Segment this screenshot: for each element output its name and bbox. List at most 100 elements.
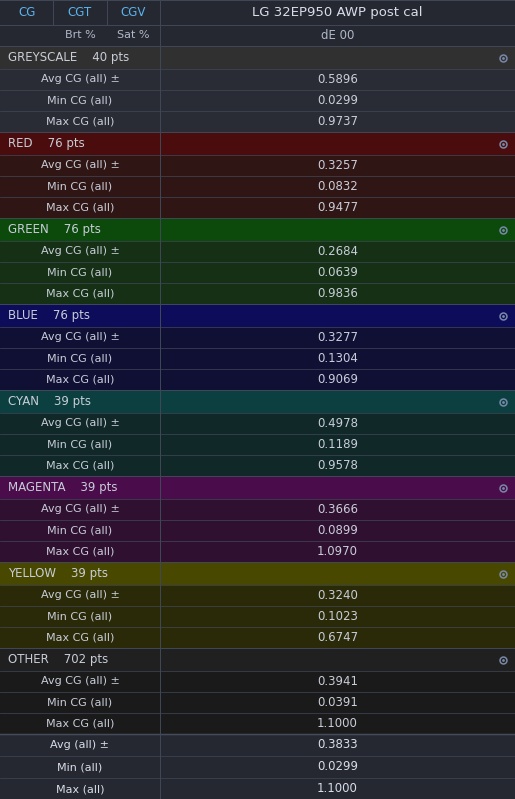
Bar bbox=[0, 778, 515, 799]
Text: CG: CG bbox=[18, 6, 36, 19]
Text: Brt %: Brt % bbox=[64, 30, 95, 41]
Text: 1.1000: 1.1000 bbox=[317, 717, 358, 730]
Bar bbox=[0, 671, 515, 692]
Text: 0.1189: 0.1189 bbox=[317, 438, 358, 451]
Text: 0.3833: 0.3833 bbox=[317, 738, 358, 752]
Bar bbox=[0, 283, 515, 304]
Bar bbox=[0, 562, 515, 585]
Text: 0.6747: 0.6747 bbox=[317, 631, 358, 644]
Text: 0.3257: 0.3257 bbox=[317, 159, 358, 172]
Bar bbox=[0, 111, 515, 132]
Bar bbox=[0, 692, 515, 713]
Text: Max CG (all): Max CG (all) bbox=[46, 375, 114, 384]
Bar bbox=[0, 413, 515, 434]
Bar bbox=[0, 606, 515, 627]
Bar bbox=[0, 176, 515, 197]
Bar bbox=[0, 46, 515, 69]
Text: 0.0899: 0.0899 bbox=[317, 524, 358, 537]
Text: Avg CG (all) ±: Avg CG (all) ± bbox=[41, 247, 119, 256]
Text: 0.0832: 0.0832 bbox=[317, 180, 358, 193]
Text: CYAN    39 pts: CYAN 39 pts bbox=[8, 395, 91, 408]
Bar bbox=[0, 69, 515, 90]
Text: 0.2684: 0.2684 bbox=[317, 245, 358, 258]
Text: MAGENTA    39 pts: MAGENTA 39 pts bbox=[8, 481, 117, 494]
Text: LG 32EP950 AWP post cal: LG 32EP950 AWP post cal bbox=[252, 6, 423, 19]
Text: Avg CG (all) ±: Avg CG (all) ± bbox=[41, 74, 119, 85]
Bar bbox=[0, 499, 515, 520]
Text: Max CG (all): Max CG (all) bbox=[46, 288, 114, 299]
Text: 0.3666: 0.3666 bbox=[317, 503, 358, 516]
Bar bbox=[0, 218, 515, 241]
Text: Max CG (all): Max CG (all) bbox=[46, 718, 114, 729]
Text: Max CG (all): Max CG (all) bbox=[46, 202, 114, 213]
Text: Avg CG (all) ±: Avg CG (all) ± bbox=[41, 504, 119, 515]
Bar bbox=[0, 132, 515, 155]
Text: Max CG (all): Max CG (all) bbox=[46, 117, 114, 126]
Text: 0.3941: 0.3941 bbox=[317, 675, 358, 688]
Bar bbox=[0, 0, 515, 25]
Bar bbox=[0, 627, 515, 648]
Text: Avg CG (all) ±: Avg CG (all) ± bbox=[41, 590, 119, 601]
Bar bbox=[0, 90, 515, 111]
Text: RED    76 pts: RED 76 pts bbox=[8, 137, 85, 150]
Text: 0.4978: 0.4978 bbox=[317, 417, 358, 430]
Bar bbox=[0, 390, 515, 413]
Text: Min CG (all): Min CG (all) bbox=[47, 526, 113, 535]
Text: CGV: CGV bbox=[121, 6, 146, 19]
Bar bbox=[0, 262, 515, 283]
Bar bbox=[0, 25, 515, 46]
Text: 0.0299: 0.0299 bbox=[317, 94, 358, 107]
Text: 0.1304: 0.1304 bbox=[317, 352, 358, 365]
Text: 0.9069: 0.9069 bbox=[317, 373, 358, 386]
Text: 0.3240: 0.3240 bbox=[317, 589, 358, 602]
Text: 0.1023: 0.1023 bbox=[317, 610, 358, 623]
Text: Min CG (all): Min CG (all) bbox=[47, 268, 113, 277]
Text: 0.9836: 0.9836 bbox=[317, 287, 358, 300]
Text: 1.0970: 1.0970 bbox=[317, 545, 358, 558]
Bar bbox=[0, 756, 515, 778]
Bar bbox=[0, 369, 515, 390]
Text: 0.0391: 0.0391 bbox=[317, 696, 358, 709]
Bar bbox=[0, 541, 515, 562]
Text: OTHER    702 pts: OTHER 702 pts bbox=[8, 653, 108, 666]
Text: 1.1000: 1.1000 bbox=[317, 782, 358, 796]
Text: Max CG (all): Max CG (all) bbox=[46, 633, 114, 642]
Text: 0.0639: 0.0639 bbox=[317, 266, 358, 279]
Bar bbox=[0, 197, 515, 218]
Text: Sat %: Sat % bbox=[117, 30, 149, 41]
Bar bbox=[0, 734, 515, 756]
Bar bbox=[0, 476, 515, 499]
Text: 0.3277: 0.3277 bbox=[317, 331, 358, 344]
Text: 0.9578: 0.9578 bbox=[317, 459, 358, 472]
Text: BLUE    76 pts: BLUE 76 pts bbox=[8, 309, 90, 322]
Bar bbox=[0, 455, 515, 476]
Text: GREYSCALE    40 pts: GREYSCALE 40 pts bbox=[8, 51, 129, 64]
Text: Avg CG (all) ±: Avg CG (all) ± bbox=[41, 161, 119, 170]
Text: Avg (all) ±: Avg (all) ± bbox=[50, 740, 110, 750]
Text: Min CG (all): Min CG (all) bbox=[47, 698, 113, 707]
Bar bbox=[0, 241, 515, 262]
Text: dE 00: dE 00 bbox=[321, 29, 354, 42]
Bar bbox=[0, 585, 515, 606]
Bar bbox=[0, 520, 515, 541]
Text: Avg CG (all) ±: Avg CG (all) ± bbox=[41, 677, 119, 686]
Text: Max (all): Max (all) bbox=[56, 784, 104, 794]
Text: 0.5896: 0.5896 bbox=[317, 73, 358, 86]
Text: Min CG (all): Min CG (all) bbox=[47, 611, 113, 622]
Text: Max CG (all): Max CG (all) bbox=[46, 547, 114, 556]
Text: Min CG (all): Min CG (all) bbox=[47, 96, 113, 105]
Bar bbox=[0, 327, 515, 348]
Bar bbox=[0, 304, 515, 327]
Text: Min CG (all): Min CG (all) bbox=[47, 353, 113, 364]
Text: Min CG (all): Min CG (all) bbox=[47, 181, 113, 192]
Text: Min (all): Min (all) bbox=[57, 762, 102, 772]
Bar bbox=[0, 713, 515, 734]
Text: GREEN    76 pts: GREEN 76 pts bbox=[8, 223, 101, 236]
Text: CGT: CGT bbox=[68, 6, 92, 19]
Bar bbox=[0, 434, 515, 455]
Bar bbox=[0, 348, 515, 369]
Text: Avg CG (all) ±: Avg CG (all) ± bbox=[41, 419, 119, 428]
Bar bbox=[0, 648, 515, 671]
Text: 0.9737: 0.9737 bbox=[317, 115, 358, 128]
Text: YELLOW    39 pts: YELLOW 39 pts bbox=[8, 567, 108, 580]
